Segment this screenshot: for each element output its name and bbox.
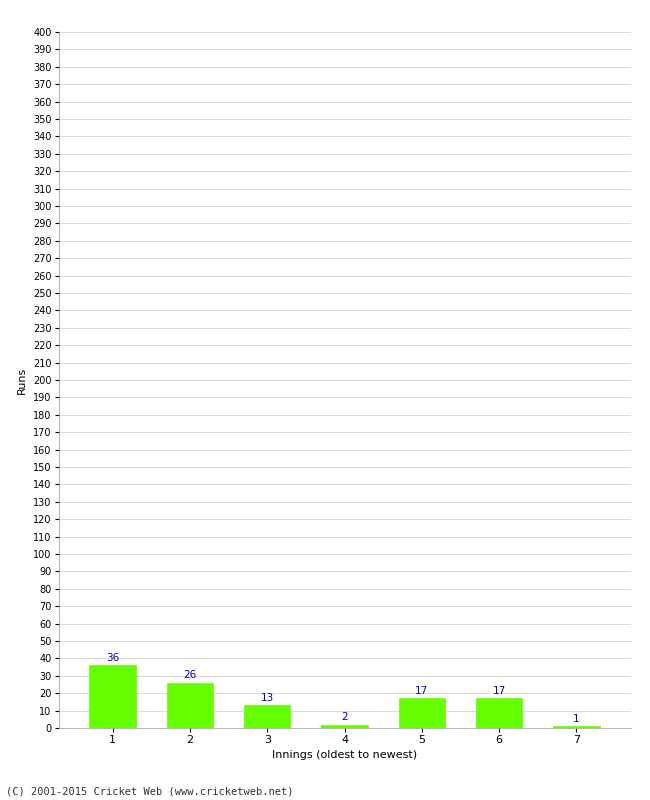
Bar [398,698,445,728]
Y-axis label: Runs: Runs [18,366,27,394]
Text: 13: 13 [261,693,274,702]
Text: (C) 2001-2015 Cricket Web (www.cricketweb.net): (C) 2001-2015 Cricket Web (www.cricketwe… [6,786,294,796]
Bar [476,698,523,728]
Bar [90,666,136,728]
Text: 36: 36 [106,653,119,662]
Bar [244,706,291,728]
Text: 17: 17 [415,686,428,696]
Bar [321,725,368,728]
Bar [553,726,599,728]
Text: 26: 26 [183,670,196,680]
Text: 2: 2 [341,712,348,722]
Bar [166,682,213,728]
Text: 1: 1 [573,714,580,724]
Text: 17: 17 [493,686,506,696]
X-axis label: Innings (oldest to newest): Innings (oldest to newest) [272,750,417,761]
